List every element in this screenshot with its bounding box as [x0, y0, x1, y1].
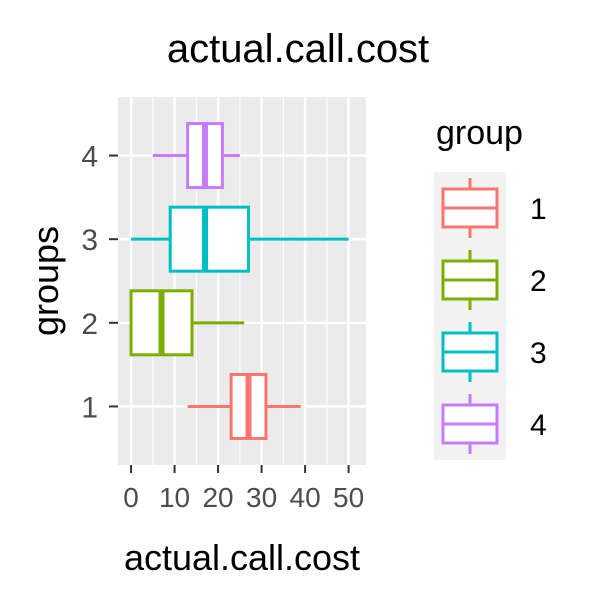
- boxplot-group-2: [129, 289, 245, 357]
- boxplot-group-1: [187, 372, 301, 440]
- x-tick-label: 0: [123, 482, 139, 513]
- chart-title: actual.call.cost: [167, 27, 429, 71]
- x-tick-label: 30: [246, 482, 277, 513]
- legend-label: 1: [530, 193, 547, 226]
- legend: group 1 2 3 4: [434, 114, 547, 460]
- y-tick-label: 1: [81, 391, 98, 424]
- legend-item-1: 1: [434, 172, 547, 244]
- axis-layer: 0 10 20 30 40 50 1 2 3 4: [81, 141, 364, 513]
- y-tick-label: 3: [81, 224, 98, 257]
- legend-label: 3: [530, 337, 547, 370]
- x-tick-label: 40: [290, 482, 321, 513]
- legend-items: 1 2 3 4: [434, 172, 547, 460]
- x-axis-title: actual.call.cost: [124, 537, 360, 578]
- x-tick-label: 10: [159, 482, 190, 513]
- legend-item-3: 3: [434, 316, 547, 388]
- boxplot-group-4: [152, 122, 240, 190]
- legend-label: 2: [530, 265, 547, 298]
- y-tick-label: 2: [81, 308, 98, 341]
- box-layer: [129, 122, 349, 440]
- x-tick-label: 20: [202, 482, 233, 513]
- legend-title: group: [436, 114, 523, 152]
- y-axis-title: groups: [25, 226, 66, 336]
- boxplot-group-3: [131, 205, 349, 273]
- y-tick-label: 4: [81, 141, 98, 174]
- x-tick-label: 50: [333, 482, 364, 513]
- box: [168, 205, 251, 273]
- legend-item-4: 4: [434, 388, 547, 460]
- legend-item-2: 2: [434, 244, 547, 316]
- legend-label: 4: [530, 409, 547, 442]
